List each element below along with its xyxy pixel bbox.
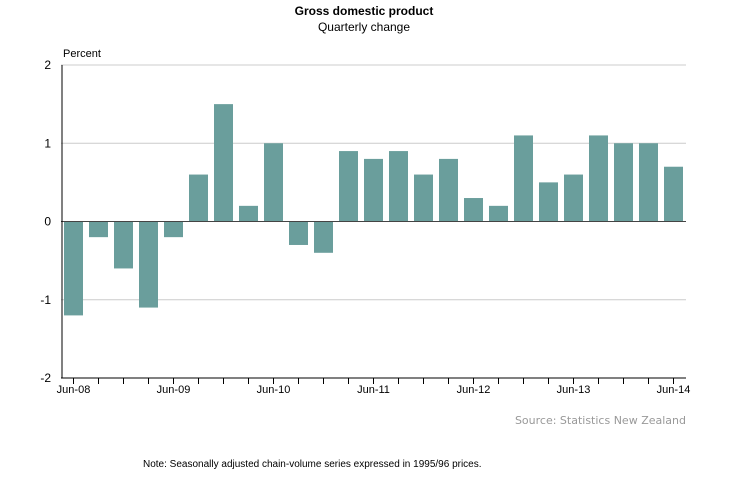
- bar: [389, 151, 408, 222]
- bar: [614, 143, 633, 222]
- bar: [639, 143, 658, 222]
- x-tick-label: Jun-12: [457, 384, 491, 396]
- x-tick-label: Jun-14: [657, 384, 691, 396]
- bar: [439, 158, 458, 222]
- source-text: Source: Statistics New Zealand: [515, 414, 686, 427]
- bar: [164, 221, 183, 238]
- bar: [239, 205, 258, 222]
- y-tick-label: 2: [44, 58, 51, 72]
- bar: [64, 221, 83, 316]
- y-axis-label: Percent: [63, 48, 101, 60]
- bar: [514, 135, 533, 222]
- bar: [89, 221, 108, 238]
- bar: [564, 174, 583, 222]
- bar: [214, 104, 233, 222]
- bar: [314, 221, 333, 253]
- y-tick-label: -2: [40, 371, 51, 385]
- y-tick-label: 1: [44, 136, 51, 150]
- bar: [339, 151, 358, 222]
- bar: [589, 135, 608, 222]
- note-text: Note: Seasonally adjusted chain-volume s…: [143, 459, 482, 470]
- bar: [464, 198, 483, 222]
- x-tick-label: Jun-10: [257, 384, 291, 396]
- bar: [539, 182, 558, 222]
- bar: [139, 221, 158, 308]
- x-tick-label: Jun-11: [357, 384, 390, 396]
- chart-subtitle: Quarterly change: [318, 20, 410, 34]
- x-tick-label: Jun-13: [557, 384, 591, 396]
- bar: [414, 174, 433, 222]
- bar: [114, 221, 133, 269]
- chart-title: Gross domestic product: [295, 4, 434, 18]
- bar: [189, 174, 208, 222]
- y-tick-label: 0: [44, 215, 51, 229]
- bar: [289, 221, 308, 245]
- bar: [264, 143, 283, 222]
- x-tick-label: Jun-09: [157, 384, 191, 396]
- bar: [364, 158, 383, 222]
- bar: [489, 205, 508, 222]
- x-tick-label: Jun-08: [57, 384, 91, 396]
- y-tick-label: -1: [40, 293, 51, 307]
- bar: [664, 166, 683, 222]
